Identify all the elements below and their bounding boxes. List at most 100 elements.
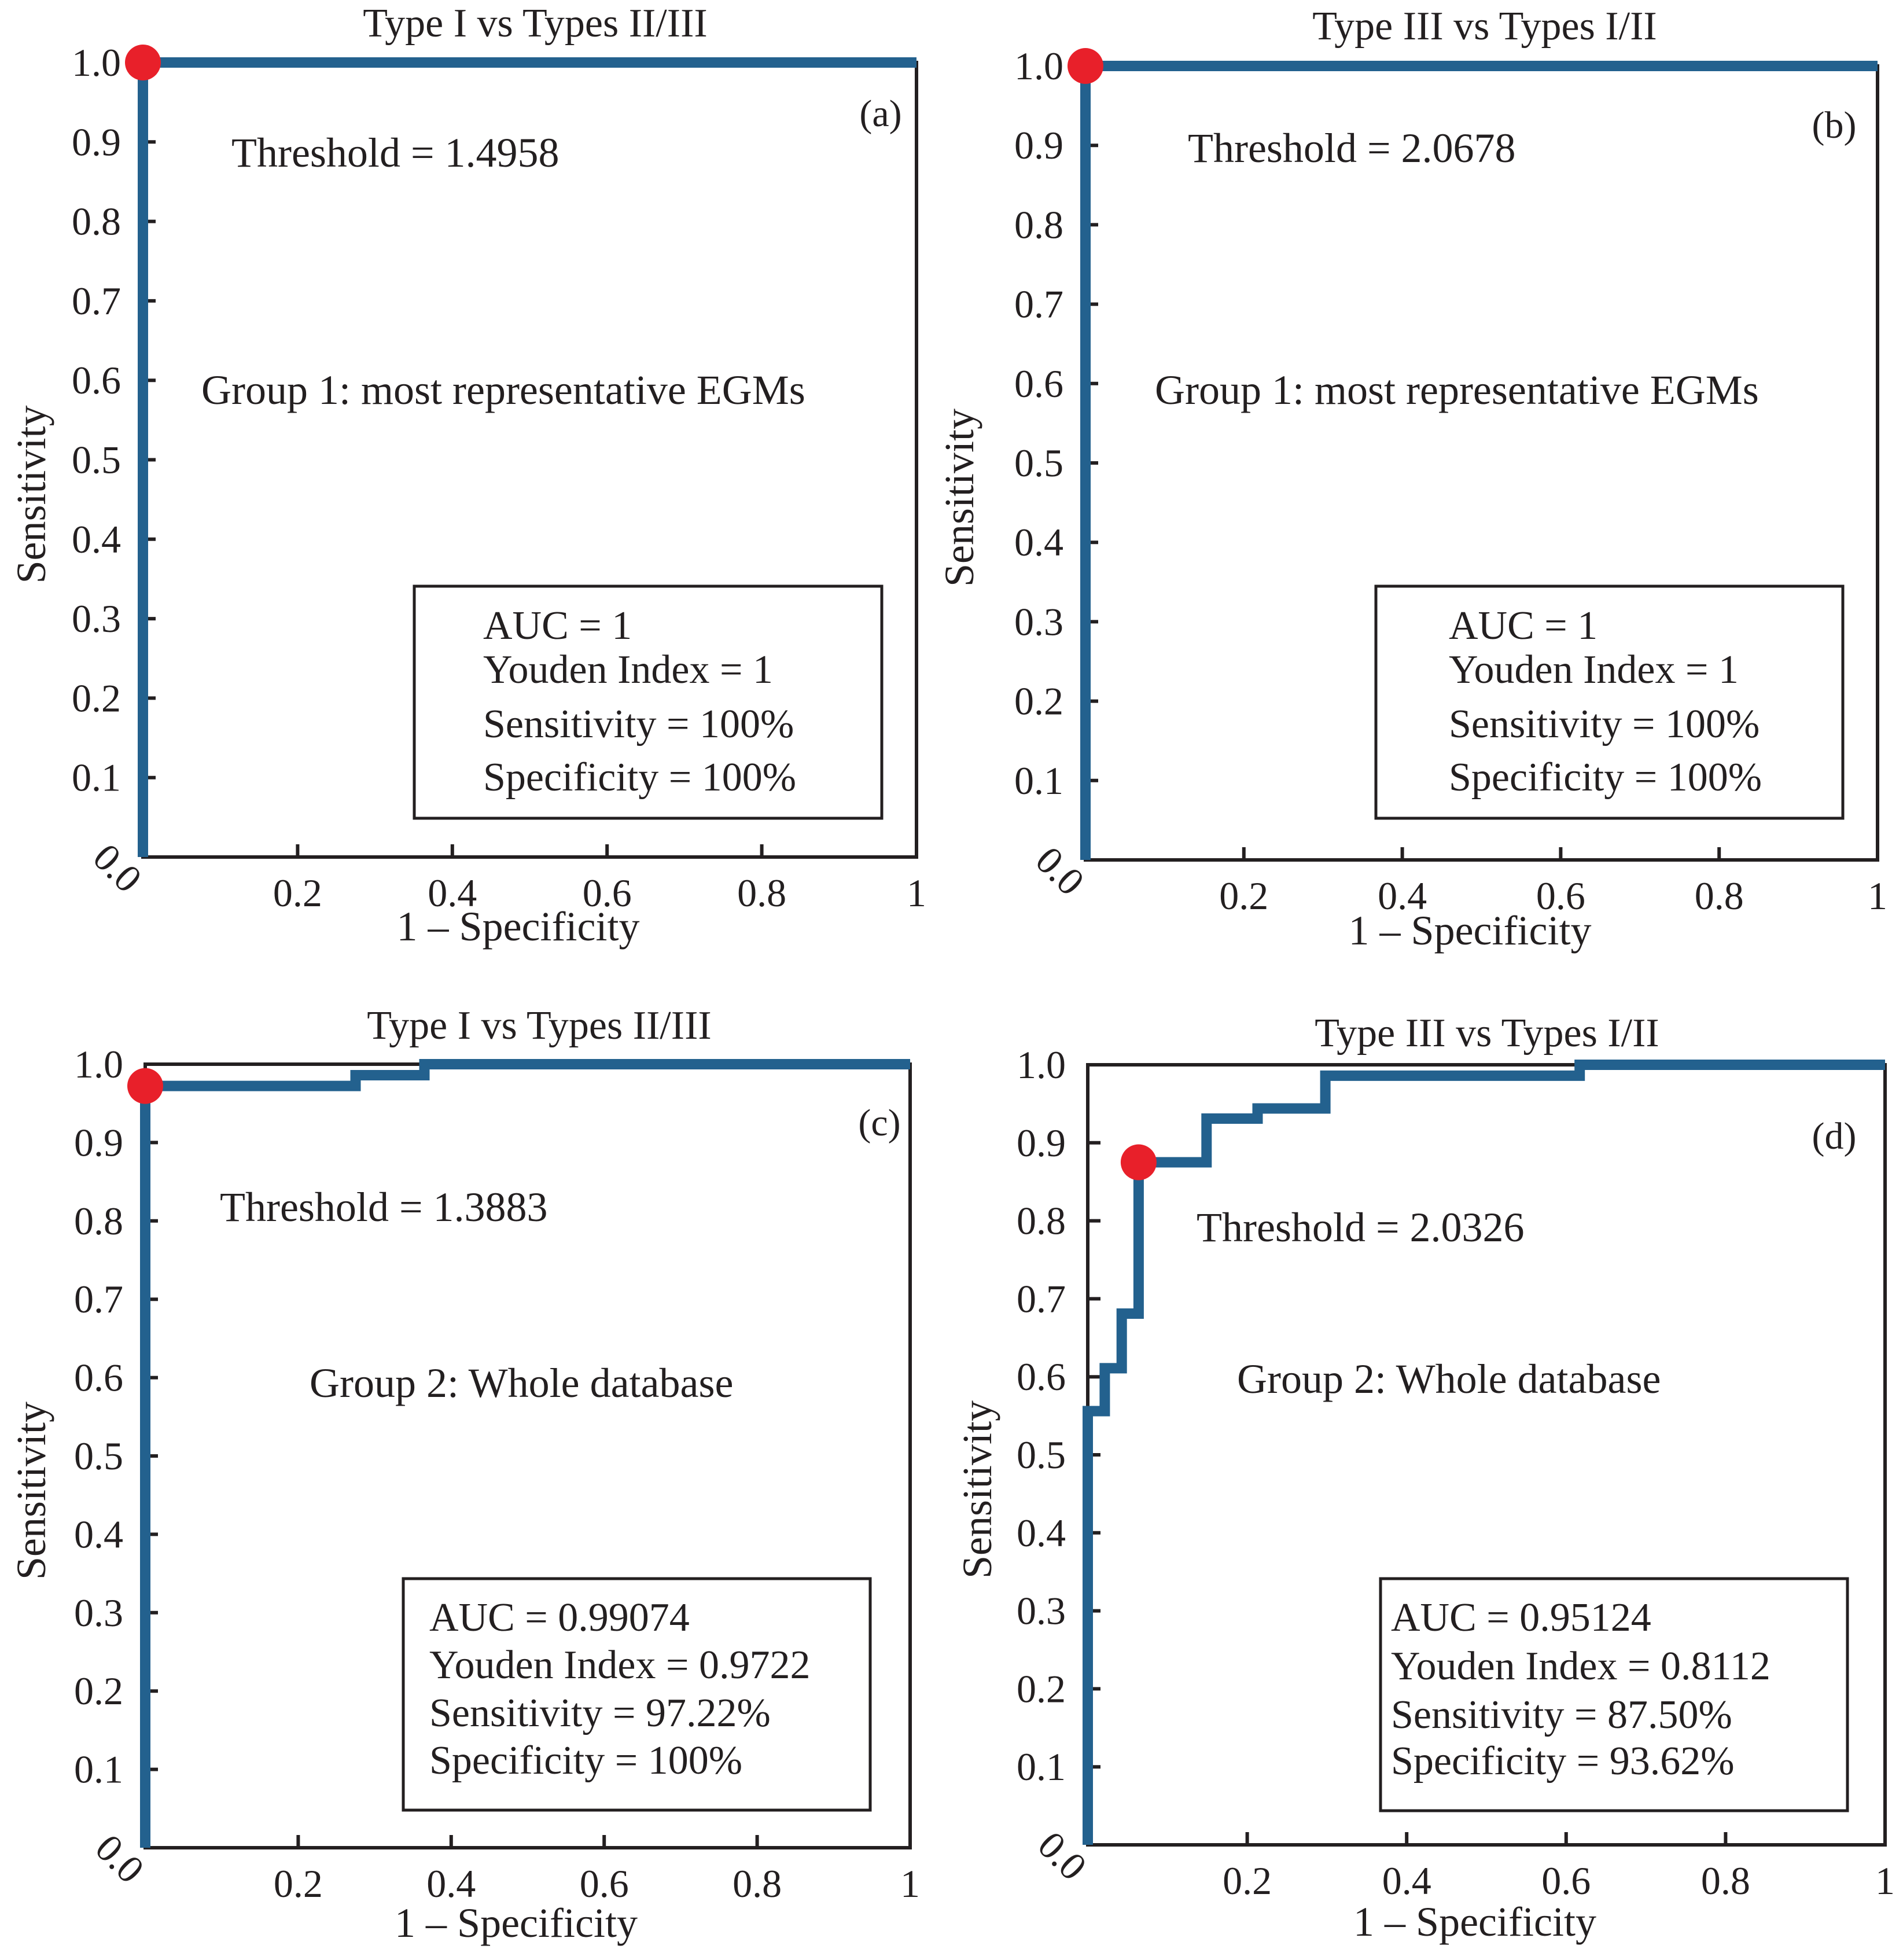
roc-panel: Type III vs Types I/II 0.1 0.2 0.3 0.4 0.5 0.6… [936,4,1887,954]
y-tick-label: 0.1 [74,1748,123,1792]
x-tick-label: 0.6 [1536,874,1585,918]
stats-line: AUC = 0.95124 [1391,1595,1651,1640]
y-tick-label: 0.3 [1017,1589,1066,1633]
roc-panel: Type I vs Types II/III 0.1 0.2 0.3 0.4 0.5 0.6… [8,1,926,950]
stats-box [402,1577,872,1812]
x-tick-label: 0.6 [583,871,632,915]
panel-letter: (d) [1812,1115,1857,1157]
stats-line: Youden Index = 0.9722 [429,1643,810,1687]
y-tick-label: 0.9 [1017,1121,1066,1165]
x-tick-label: 0.4 [426,1862,476,1906]
x-tick-label: 0.8 [1695,874,1744,918]
y-tick-label: 0.5 [72,438,121,482]
group-annotation: Group 1: most representative EGMs [201,367,805,413]
x-tick-label: 0.4 [1378,874,1427,918]
x-tick-label: 1 [907,871,926,915]
y-tick-label: 0.8 [1017,1199,1066,1243]
stats-line: AUC = 1 [1449,604,1598,648]
x-tick-label: 0.2 [1219,874,1268,918]
chart-title: Type I vs Types II/III [367,1003,711,1048]
y-tick-label: 0.5 [74,1434,123,1478]
x-tick-label: 1 [900,1862,920,1906]
y-tick-label: 1.0 [72,41,121,84]
threshold-annotation: Threshold = 1.3883 [220,1184,548,1230]
x-tick-label: 0.8 [737,871,786,915]
stats-line: Youden Index = 1 [483,648,773,692]
chart-title: Type I vs Types II/III [363,1,707,46]
y-tick-label: 1.0 [1017,1043,1066,1087]
y-tick-label: 0.6 [74,1356,123,1400]
x-tick-label: 0.2 [274,1862,323,1906]
x-axis-label: 1 – Specificity [1353,1899,1596,1945]
y-tick-label: 0.3 [74,1591,123,1635]
y-tick-label: 0.5 [1017,1433,1066,1477]
y-axis-label: Sensitivity [954,1400,1000,1579]
x-axis-label: 1 – Specificity [1349,907,1592,954]
y-tick-label: 0.1 [1017,1745,1066,1789]
stats-line: Sensitivity = 100% [1449,702,1760,747]
chart-title: Type III vs Types I/II [1315,1011,1659,1056]
stats-line: AUC = 0.99074 [429,1595,690,1640]
stats-box [413,584,884,820]
y-tick-label: 0.1 [72,756,121,800]
y-tick-label: 0.2 [1014,679,1063,723]
stats-line: Sensitivity = 97.22% [429,1691,771,1735]
roc-panel: Type III vs Types I/II 0.1 0.2 0.3 0.4 0.5 0.6… [954,1011,1895,1945]
y-tick-label: 0.9 [74,1120,123,1164]
x-tick-label: 1 [1875,1859,1895,1903]
y-tick-label: 0.4 [72,517,121,561]
x-tick-label: 0.8 [1701,1859,1750,1903]
y-tick-label: 0.4 [1017,1511,1066,1555]
x-axis-label: 1 – Specificity [395,1900,638,1946]
x-tick-label: 0.4 [1382,1859,1431,1903]
y-tick-label: 1.0 [1014,44,1063,88]
stats-box [1379,1577,1849,1812]
y-axis-label: Sensitivity [8,405,54,583]
stats-line: AUC = 1 [483,604,632,648]
optimal-point-marker [1068,48,1103,84]
y-tick-label: 0.3 [1014,600,1063,643]
y-tick-label: 0.7 [1017,1277,1066,1321]
group-annotation: Group 2: Whole database [310,1360,733,1406]
y-tick-label: 0.8 [72,200,121,244]
stats-line: Specificity = 100% [483,755,796,800]
y-tick-label: 0.2 [1017,1667,1066,1711]
x-tick-label: 0.2 [273,871,322,915]
optimal-point-marker [125,45,161,80]
y-tick-label: 0.6 [1014,362,1063,406]
panel-letter: (a) [859,93,901,135]
threshold-annotation: Threshold = 2.0326 [1197,1204,1525,1251]
y-tick-label: 0.4 [74,1512,123,1556]
x-tick-label: 0.6 [580,1862,629,1906]
optimal-point-marker [1120,1144,1157,1181]
threshold-annotation: Threshold = 1.4958 [231,130,560,176]
chart-title: Type III vs Types I/II [1312,4,1657,49]
stats-box [1374,584,1845,820]
y-tick-label: 0.2 [74,1669,123,1713]
stats-line: Specificity = 100% [429,1738,742,1783]
y-tick-label: 0.7 [74,1277,123,1321]
x-tick-label: 0.6 [1541,1859,1591,1903]
group-annotation: Group 1: most representative EGMs [1155,367,1759,413]
x-tick-label: 0.8 [733,1862,782,1906]
roc-panel: Type I vs Types II/III 0.1 0.2 0.3 0.4 0.5 0.6… [8,1003,920,1946]
optimal-point-marker [127,1068,163,1104]
x-axis-label: 1 – Specificity [397,903,640,950]
x-tick-label: 0.2 [1223,1859,1272,1903]
y-tick-label: 0.8 [1014,203,1063,247]
y-tick-label: 0.8 [74,1199,123,1243]
stats-line: Sensitivity = 87.50% [1391,1693,1732,1737]
x-tick-label: 0.4 [428,871,477,915]
y-tick-label: 0.3 [72,597,121,641]
y-tick-label: 0.1 [1014,759,1063,803]
panel-letter: (c) [858,1102,900,1144]
y-tick-label: 0.4 [1014,520,1063,564]
y-tick-label: 0.6 [72,358,121,402]
y-tick-label: 0.7 [72,279,121,323]
y-tick-label: 0.6 [1017,1355,1066,1399]
x-tick-label: 1 [1868,874,1887,918]
y-tick-label: 0.7 [1014,282,1063,326]
stats-line: Youden Index = 1 [1449,648,1739,692]
y-tick-label: 0.9 [72,120,121,164]
